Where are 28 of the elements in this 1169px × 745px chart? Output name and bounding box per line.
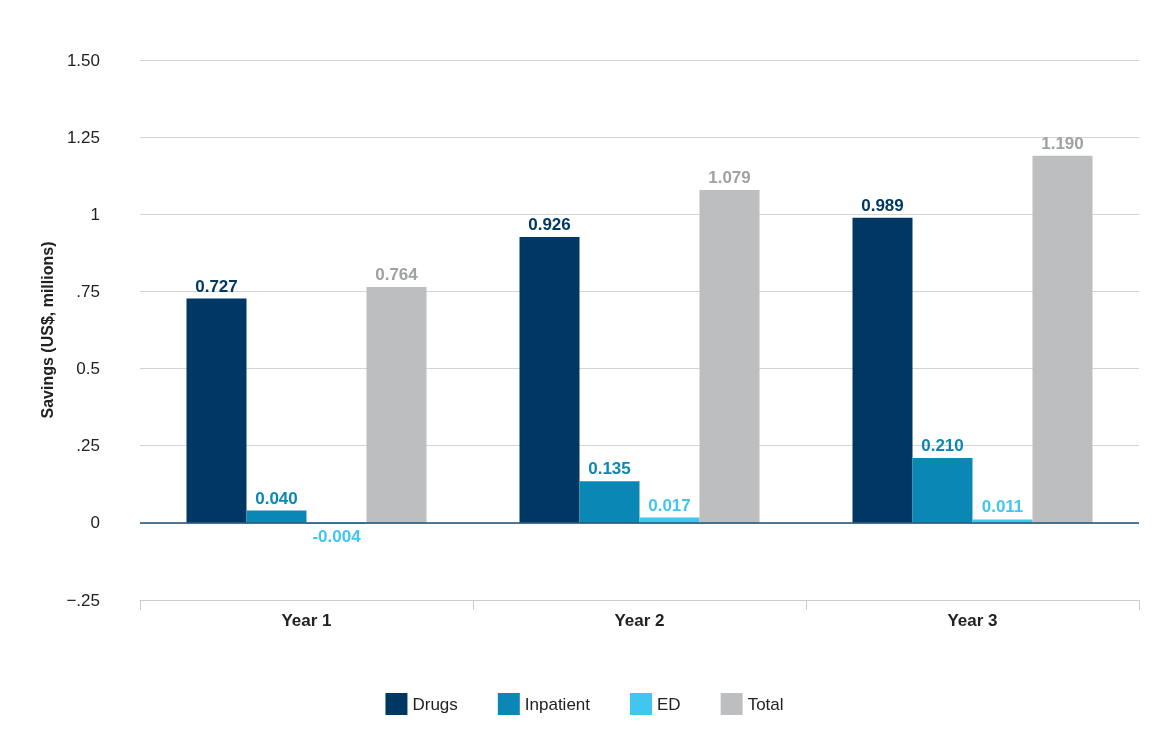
y-tick-label: 1.50 — [66, 50, 100, 70]
data-label: 0.210 — [921, 436, 964, 456]
y-tick-label: 1.25 — [66, 127, 100, 147]
x-tick-label: Year 3 — [947, 611, 998, 630]
y-axis-title: Savings (US$, millions) — [39, 241, 57, 419]
data-label: 0.764 — [375, 265, 419, 285]
y-tick-label: 1 — [90, 204, 100, 224]
y-tick-label: .75 — [76, 281, 100, 301]
y-tick-label: .25 — [76, 436, 100, 456]
legend-label: Drugs — [412, 694, 458, 714]
data-label: 0.040 — [255, 488, 298, 508]
y-tick-label: −.25 — [66, 590, 100, 610]
legend-label: Inpatient — [524, 694, 591, 714]
data-label: 0.926 — [528, 215, 571, 235]
y-tick-label: 0.5 — [76, 359, 100, 379]
legend-label: Total — [747, 694, 784, 714]
data-label: 1.190 — [1041, 133, 1084, 153]
data-label: 0.989 — [861, 195, 904, 215]
data-label: 0.017 — [648, 495, 691, 515]
data-label: 0.011 — [981, 497, 1024, 517]
x-tick-label: Year 2 — [614, 611, 665, 630]
x-tick-label: Year 1 — [281, 611, 332, 630]
data-label: 1.079 — [708, 167, 751, 187]
legend-label: ED — [657, 694, 681, 714]
data-label: 0.135 — [588, 459, 631, 479]
y-tick-label: 0 — [90, 513, 100, 533]
data-label: 0.727 — [195, 276, 238, 296]
data-label: -0.004 — [312, 527, 362, 547]
